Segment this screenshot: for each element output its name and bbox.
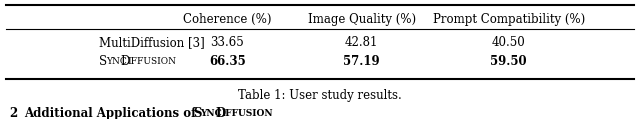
- Text: 66.35: 66.35: [209, 55, 246, 68]
- Text: Image Quality (%): Image Quality (%): [308, 13, 415, 26]
- Text: 40.50: 40.50: [492, 36, 525, 49]
- Text: 2: 2: [10, 107, 18, 119]
- Text: IFFUSION: IFFUSION: [221, 109, 273, 118]
- Text: S: S: [99, 55, 108, 68]
- Text: D: D: [215, 107, 225, 119]
- Text: Table 1: User study results.: Table 1: User study results.: [238, 89, 402, 102]
- Text: MultiDiffusion [3]: MultiDiffusion [3]: [99, 36, 205, 49]
- Text: 57.19: 57.19: [343, 55, 380, 68]
- Text: D: D: [120, 55, 130, 68]
- Text: YNC: YNC: [106, 57, 127, 66]
- Text: 33.65: 33.65: [211, 36, 244, 49]
- Text: Prompt Compatibility (%): Prompt Compatibility (%): [433, 13, 585, 26]
- Text: IFFUSION: IFFUSION: [127, 57, 176, 66]
- Text: S: S: [194, 107, 202, 119]
- Text: Additional Applications of: Additional Applications of: [24, 107, 200, 119]
- Text: Coherence (%): Coherence (%): [183, 13, 271, 26]
- Text: 59.50: 59.50: [490, 55, 527, 68]
- Text: YNC: YNC: [200, 109, 222, 118]
- Text: 42.81: 42.81: [345, 36, 378, 49]
